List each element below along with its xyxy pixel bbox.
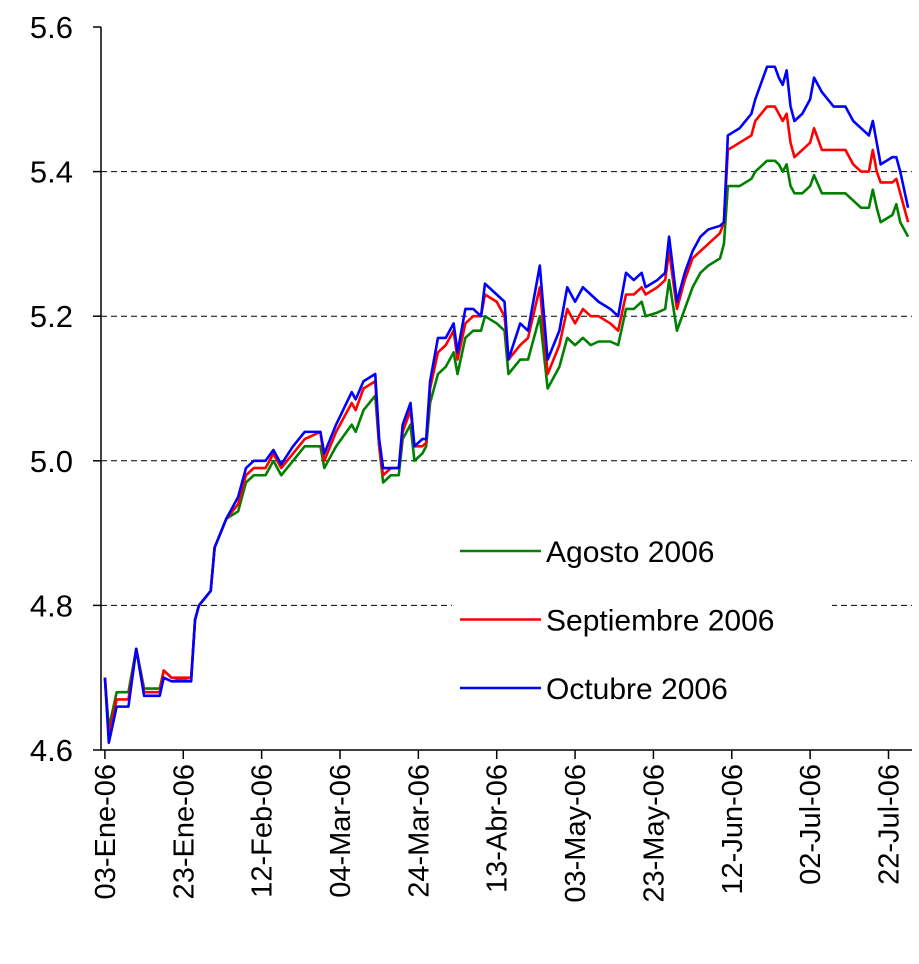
legend-label: Agosto 2006 [546, 536, 714, 569]
y-tick-label: 5.6 [30, 10, 73, 45]
legend-label: Octubre 2006 [546, 673, 728, 706]
x-tick-label: 04-Mar-06 [325, 764, 357, 898]
x-tick-label: 24-Mar-06 [403, 764, 435, 898]
x-tick-label: 13-Abr-06 [482, 764, 514, 893]
x-tick-label: 03-May-06 [560, 764, 592, 903]
x-tick-label: 23-May-06 [638, 764, 670, 903]
x-tick-label: 23-Ene-06 [168, 764, 200, 899]
x-tick-label: 12-Jun-06 [717, 764, 749, 895]
x-tick-label: 12-Feb-06 [247, 764, 279, 898]
series-line [103, 105, 910, 737]
legend-label: Septiembre 2006 [546, 605, 775, 638]
y-tick-label: 4.6 [30, 733, 73, 768]
series-line [103, 159, 910, 730]
series-line [103, 65, 910, 745]
y-tick-label: 4.8 [30, 588, 73, 623]
y-tick-label: 5.2 [30, 299, 73, 334]
x-tick-label: 22-Jul-06 [873, 764, 905, 885]
y-tick-label: 5.0 [30, 444, 73, 479]
x-tick-label: 02-Jul-06 [795, 764, 827, 885]
x-tick-label: 03-Ene-06 [90, 764, 122, 899]
y-tick-label: 5.4 [30, 155, 73, 190]
